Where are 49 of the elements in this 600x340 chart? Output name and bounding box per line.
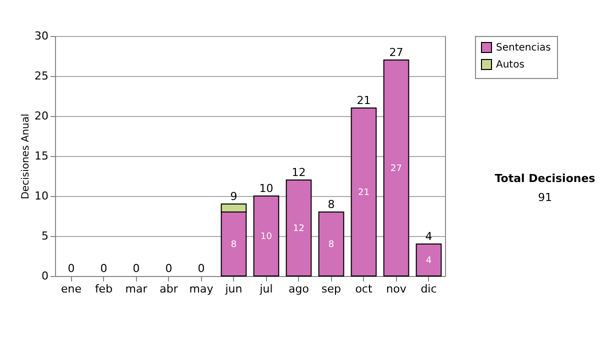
bar	[318, 212, 344, 276]
x-tick-label: abr	[160, 282, 178, 296]
data-label: 27	[390, 164, 402, 174]
y-tick-label: 20	[34, 110, 48, 122]
x-tick-label: jun	[224, 282, 242, 296]
x-tick-label: dic	[420, 282, 437, 296]
x-tick-label: jul	[258, 282, 273, 296]
total-label: 8	[328, 198, 335, 211]
total-label: 21	[356, 94, 371, 107]
total-label: 0	[165, 262, 172, 275]
data-label: 21	[358, 188, 370, 198]
x-tick-label: mar	[125, 282, 148, 296]
y-tick-label: 10	[34, 190, 48, 202]
data-label: 8	[230, 240, 237, 250]
text: Total Decisiones	[494, 172, 596, 185]
x-tick-label: may	[189, 282, 214, 296]
total-label: 0	[132, 262, 140, 275]
total-label: 9	[230, 190, 238, 203]
bar	[350, 108, 377, 276]
total-label: 27	[389, 46, 404, 59]
y-tick-label: 30	[34, 30, 48, 42]
total-label: 0	[100, 262, 108, 275]
bar	[383, 60, 410, 276]
data-label: 8	[328, 240, 334, 250]
total-label: 10	[259, 182, 274, 195]
x-tick-label: sep	[322, 282, 342, 296]
bar	[253, 196, 280, 276]
y-tick-label: 15	[34, 150, 48, 162]
x-tick-label: oct	[355, 282, 373, 296]
legend-label: Sentencias	[496, 42, 551, 54]
data-label: 4	[426, 256, 432, 266]
total-label: 4	[425, 230, 432, 243]
y-tick-label: 5	[42, 230, 48, 242]
y-tick-label: 25	[34, 70, 48, 82]
text: 91	[537, 191, 553, 204]
legend-label: Autos	[496, 60, 524, 70]
y-axis-title: Decisiones Anual	[20, 114, 32, 200]
total-label: 0	[68, 262, 75, 275]
data-label: 12	[293, 224, 304, 234]
x-tick-label: feb	[94, 282, 113, 296]
total-label: 12	[292, 166, 306, 179]
x-tick-label: nov	[386, 282, 407, 296]
total-label: 0	[198, 262, 205, 275]
x-tick-label: ene	[60, 282, 82, 296]
y-tick-label: 0	[42, 270, 48, 282]
bar	[286, 180, 312, 276]
data-label: 10	[260, 232, 272, 242]
bar	[416, 244, 442, 276]
x-tick-label: ago	[288, 282, 310, 296]
